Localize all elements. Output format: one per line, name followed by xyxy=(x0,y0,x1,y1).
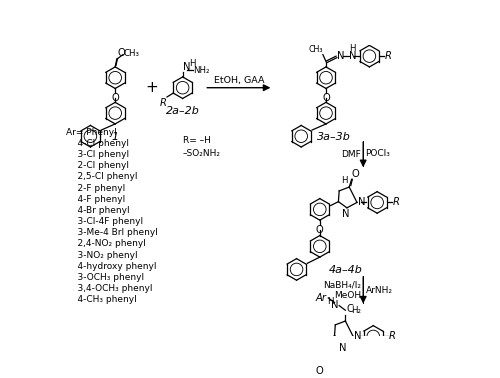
Text: H: H xyxy=(341,177,347,185)
Text: H₂: H₂ xyxy=(351,306,361,315)
Text: 3-OCH₃ phenyl: 3-OCH₃ phenyl xyxy=(66,273,144,282)
Text: 3-Cl phenyl: 3-Cl phenyl xyxy=(66,150,130,159)
Text: C: C xyxy=(346,304,353,314)
Text: 4-F phenyl: 4-F phenyl xyxy=(66,195,126,204)
Text: R= –H: R= –H xyxy=(182,136,210,145)
Text: –SO₂NH₂: –SO₂NH₂ xyxy=(182,149,220,158)
Text: O: O xyxy=(315,366,323,376)
Text: N: N xyxy=(337,51,344,61)
Text: N: N xyxy=(184,62,191,71)
Text: H: H xyxy=(327,296,334,305)
Text: CH₃: CH₃ xyxy=(308,45,323,54)
Text: 3-NO₂ phenyl: 3-NO₂ phenyl xyxy=(66,251,138,260)
Text: Ar= Phenyl: Ar= Phenyl xyxy=(66,128,117,137)
Text: POCl₃: POCl₃ xyxy=(366,149,390,158)
Text: EtOH, GAA: EtOH, GAA xyxy=(214,76,264,85)
Text: 4-Cl phenyl: 4-Cl phenyl xyxy=(66,139,130,148)
Text: O: O xyxy=(322,93,330,103)
Text: O: O xyxy=(112,93,119,103)
Text: H: H xyxy=(349,44,356,53)
Text: 2-F phenyl: 2-F phenyl xyxy=(66,184,126,192)
Text: 4-Br phenyl: 4-Br phenyl xyxy=(66,206,130,215)
Text: 2,5-Cl phenyl: 2,5-Cl phenyl xyxy=(66,172,138,181)
Text: Ar: Ar xyxy=(316,293,327,303)
Text: R: R xyxy=(385,51,392,61)
Text: 4-hydroxy phenyl: 4-hydroxy phenyl xyxy=(66,262,157,271)
Text: N: N xyxy=(349,51,357,61)
Text: 3-Cl-4F phenyl: 3-Cl-4F phenyl xyxy=(66,217,144,226)
Text: N: N xyxy=(358,197,366,208)
Text: O: O xyxy=(352,169,360,178)
Text: 4-CH₃ phenyl: 4-CH₃ phenyl xyxy=(66,295,137,304)
Text: 3-Me-4 Brl phenyl: 3-Me-4 Brl phenyl xyxy=(66,228,158,237)
Text: 4a–4b: 4a–4b xyxy=(328,265,362,275)
Text: O: O xyxy=(316,225,324,235)
Text: NH₂: NH₂ xyxy=(194,66,210,75)
Text: R: R xyxy=(389,332,396,341)
Text: +: + xyxy=(145,80,158,95)
Text: O: O xyxy=(118,48,126,58)
Text: N: N xyxy=(331,300,338,310)
Text: 2,4-NO₂ phenyl: 2,4-NO₂ phenyl xyxy=(66,239,146,248)
Text: DMF: DMF xyxy=(341,150,361,159)
Text: 3,4-OCH₃ phenyl: 3,4-OCH₃ phenyl xyxy=(66,284,153,293)
Text: N: N xyxy=(338,342,346,353)
Text: N: N xyxy=(342,209,350,218)
Text: H: H xyxy=(189,59,196,68)
Text: 1: 1 xyxy=(112,132,119,142)
Text: N: N xyxy=(354,332,362,341)
Text: 3a–3b: 3a–3b xyxy=(317,132,350,142)
Text: R: R xyxy=(160,98,166,108)
Text: R: R xyxy=(392,197,400,208)
Text: CH₃: CH₃ xyxy=(124,50,140,58)
Text: 2-Cl phenyl: 2-Cl phenyl xyxy=(66,161,130,170)
Text: 2a–2b: 2a–2b xyxy=(166,106,200,116)
Text: ArNH₂: ArNH₂ xyxy=(366,286,392,295)
Text: NaBH₄/I₂
MeOH: NaBH₄/I₂ MeOH xyxy=(323,280,361,300)
